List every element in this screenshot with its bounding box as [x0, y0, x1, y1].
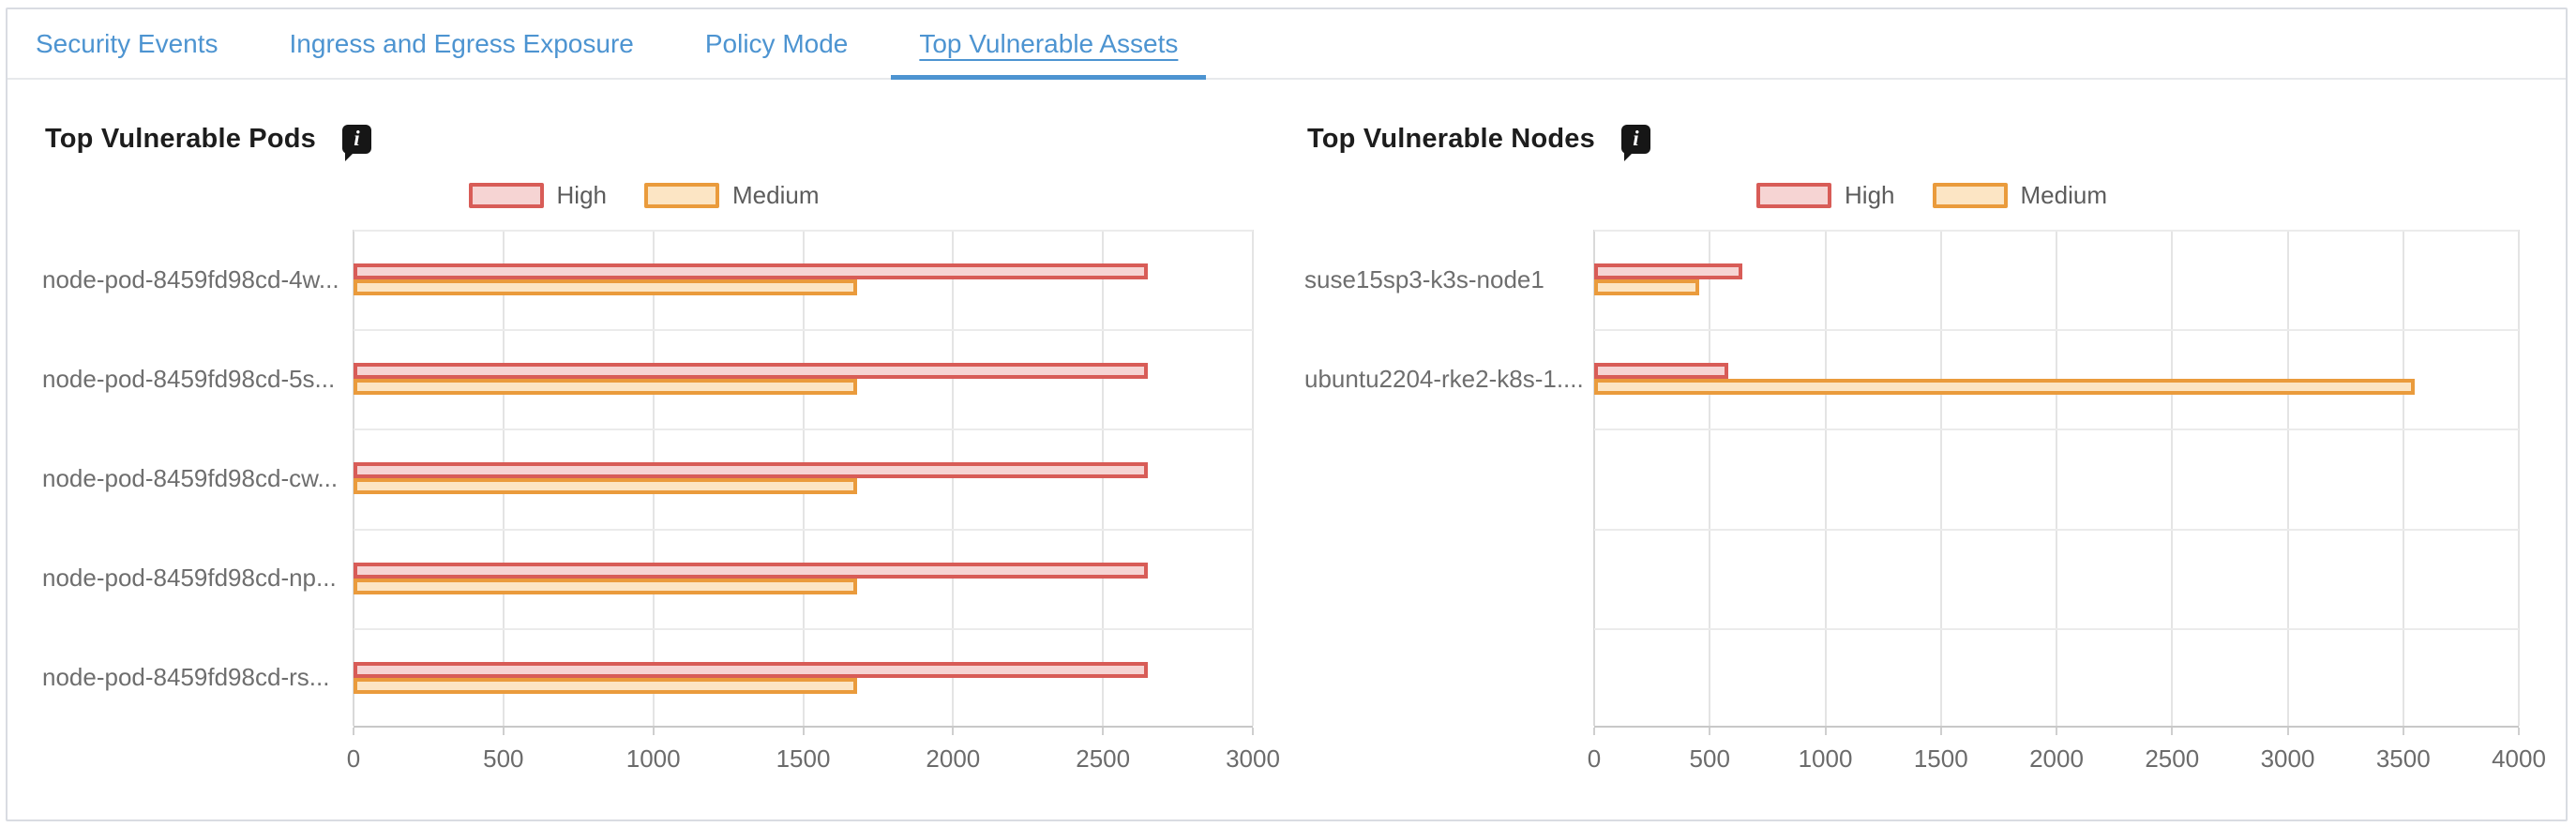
- nodes-chart-title: Top Vulnerable Nodes: [1307, 123, 1595, 154]
- legend-label: High: [556, 180, 607, 209]
- high-swatch: [1756, 182, 1832, 208]
- tab-label: Ingress and Egress Exposure: [289, 28, 634, 58]
- bar-high[interactable]: [1594, 263, 1742, 279]
- info-tooltip-icon[interactable]: i: [342, 124, 371, 161]
- tab-label: Top Vulnerable Assets: [919, 28, 1179, 58]
- bar-medium[interactable]: [354, 379, 857, 395]
- tab-security-events[interactable]: Security Events: [8, 9, 247, 78]
- legend-item-high[interactable]: High: [468, 180, 607, 210]
- tab-label: Policy Mode: [704, 28, 849, 58]
- bar-medium[interactable]: [354, 478, 857, 494]
- bar-high[interactable]: [354, 363, 1148, 379]
- bar-medium[interactable]: [1594, 379, 2415, 395]
- bar-medium[interactable]: [354, 579, 857, 594]
- info-tooltip-icon[interactable]: i: [1620, 124, 1650, 161]
- plot-area: [353, 230, 1254, 728]
- bar-medium[interactable]: [1594, 279, 1699, 295]
- tab-top-vulnerable-assets[interactable]: Top Vulnerable Assets: [891, 9, 1207, 80]
- legend-label: High: [1845, 180, 1895, 209]
- legend-item-high[interactable]: High: [1756, 180, 1895, 210]
- bar-medium[interactable]: [354, 279, 857, 295]
- bar-high[interactable]: [354, 462, 1148, 478]
- nodes-panel-header: Top Vulnerable Nodes i: [1307, 118, 1650, 161]
- pods-chart-legend: High Medium: [0, 180, 1288, 210]
- dashboard-card: Security Events Ingress and Egress Expos…: [6, 8, 2568, 821]
- bar-high[interactable]: [354, 263, 1148, 279]
- nodes-chart-legend: High Medium: [1288, 180, 2576, 210]
- tab-bar: Security Events Ingress and Egress Expos…: [8, 9, 2566, 80]
- medium-swatch: [644, 182, 719, 208]
- legend-item-medium[interactable]: Medium: [1932, 180, 2107, 210]
- high-swatch: [468, 182, 544, 208]
- tab-label: Security Events: [36, 28, 218, 58]
- bar-high[interactable]: [1594, 363, 1728, 379]
- pods-chart-title: Top Vulnerable Pods: [45, 123, 316, 154]
- pods-panel-header: Top Vulnerable Pods i: [45, 118, 371, 161]
- medium-swatch: [1932, 182, 2008, 208]
- legend-label: Medium: [732, 180, 820, 209]
- bar-high[interactable]: [354, 662, 1148, 678]
- legend-label: Medium: [2020, 180, 2107, 209]
- legend-item-medium[interactable]: Medium: [644, 181, 819, 210]
- tab-policy-mode[interactable]: Policy Mode: [677, 9, 877, 78]
- tab-ingress-egress-exposure[interactable]: Ingress and Egress Exposure: [262, 9, 662, 78]
- bar-high[interactable]: [354, 563, 1148, 579]
- bar-medium[interactable]: [354, 678, 857, 694]
